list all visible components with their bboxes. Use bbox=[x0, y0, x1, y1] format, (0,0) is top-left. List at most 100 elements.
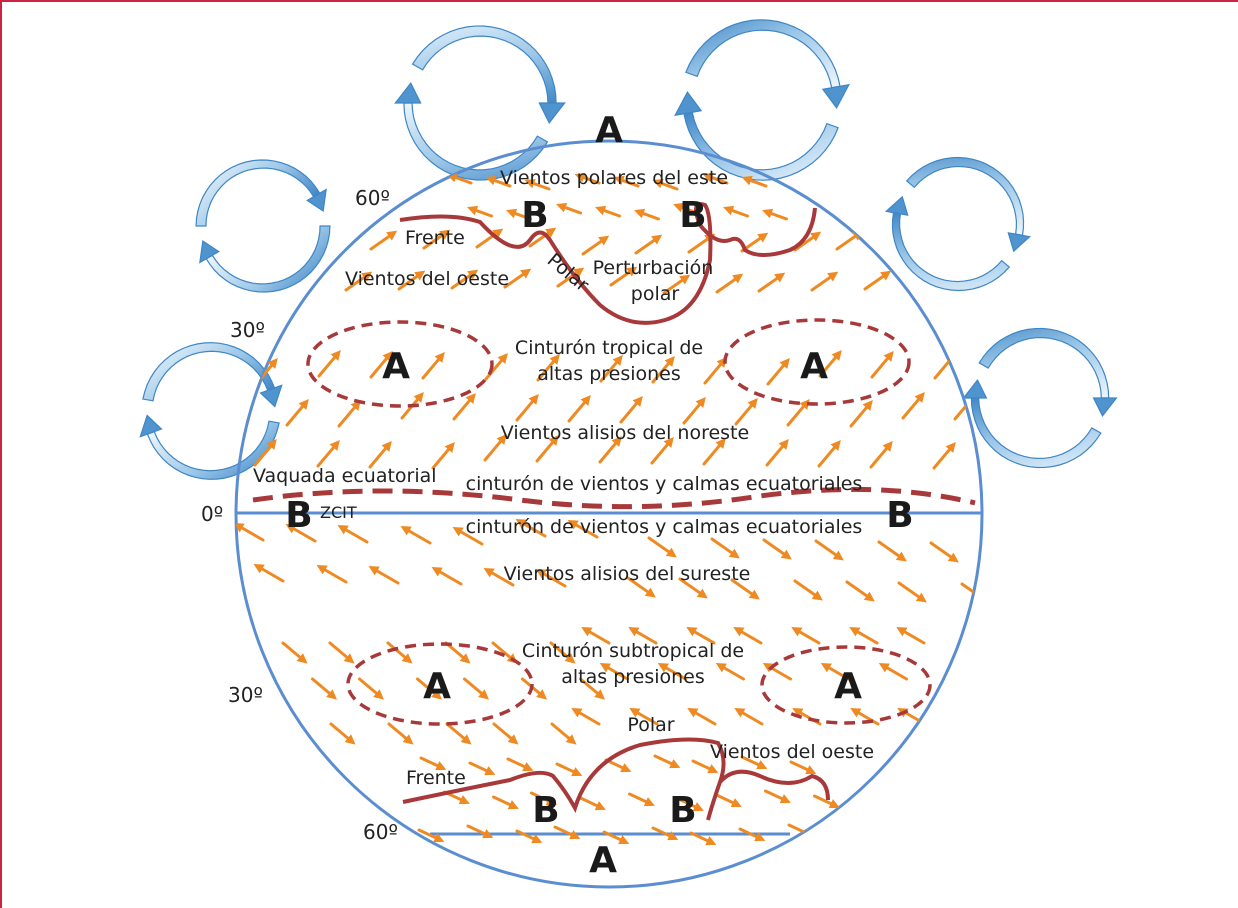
wind-arrow bbox=[852, 628, 879, 645]
wind-arrow bbox=[535, 438, 557, 463]
wind-arrow bbox=[870, 354, 892, 379]
wind-arrow bbox=[456, 528, 484, 546]
wind-arrow bbox=[320, 566, 348, 584]
wind-arrow bbox=[793, 579, 820, 599]
low-pressure-label: B bbox=[886, 495, 913, 536]
wind-arrowhead bbox=[831, 349, 842, 361]
wind-arrowhead bbox=[827, 271, 839, 282]
wind-arrow bbox=[416, 677, 439, 698]
itcz-line bbox=[252, 486, 976, 510]
wind-arrowhead bbox=[791, 627, 803, 637]
wind-arrowhead bbox=[978, 593, 982, 604]
wind-arrowhead bbox=[381, 440, 392, 452]
wind-arrowhead bbox=[611, 435, 622, 447]
wind-arrowhead bbox=[629, 708, 641, 718]
wind-arrowhead bbox=[805, 765, 817, 775]
wind-arrow bbox=[368, 444, 390, 469]
wind-arrow bbox=[316, 443, 338, 468]
wind-arrowhead bbox=[778, 438, 789, 450]
wind-arrow bbox=[237, 524, 265, 542]
wind-arrowhead bbox=[496, 433, 507, 445]
wind-arrowhead bbox=[663, 436, 674, 448]
wind-arrowhead bbox=[452, 527, 464, 537]
wind-arrow bbox=[257, 565, 285, 583]
wind-arrow bbox=[702, 441, 724, 466]
wind-arrowhead bbox=[849, 627, 861, 637]
wind-arrow bbox=[730, 578, 757, 598]
wind-arrowhead bbox=[382, 350, 393, 362]
polar-label-south: Polar bbox=[627, 714, 674, 736]
wind-arrowhead bbox=[483, 568, 495, 578]
wind-arrowhead bbox=[792, 708, 804, 718]
wind-arrowhead bbox=[280, 232, 292, 243]
wind-arrowhead bbox=[482, 829, 494, 839]
wind-arrowhead bbox=[811, 590, 823, 601]
wind-arrowhead bbox=[431, 567, 443, 577]
wind-arrow bbox=[687, 235, 712, 254]
wind-arrowhead bbox=[467, 205, 479, 216]
wind-arrowhead bbox=[915, 592, 927, 603]
wind-arrowhead bbox=[762, 663, 774, 673]
subtropical-belt-label-line1: Cinturón subtropical de bbox=[522, 640, 744, 662]
wind-arrow bbox=[609, 268, 634, 287]
high-pressure-cell-ne bbox=[723, 318, 911, 406]
wind-arrow bbox=[662, 276, 687, 295]
wind-arrow bbox=[734, 401, 756, 426]
wind-arrow bbox=[445, 722, 469, 743]
wind-arrowhead bbox=[567, 520, 579, 530]
wind-arrowhead bbox=[730, 798, 742, 808]
circulation-arrow bbox=[674, 91, 839, 181]
wind-arrowhead bbox=[754, 832, 766, 842]
high-pressure-label: A bbox=[834, 666, 862, 707]
wind-arrow bbox=[736, 628, 763, 645]
wind-arrowhead bbox=[564, 653, 576, 664]
wind-arrowhead bbox=[580, 394, 591, 406]
wind-arrowhead bbox=[571, 767, 583, 777]
wind-arrowhead bbox=[267, 357, 278, 369]
wind-arrowhead bbox=[330, 349, 341, 361]
wind-arrowhead bbox=[673, 202, 685, 213]
wind-arrowhead bbox=[522, 762, 534, 772]
wind-arrowhead bbox=[896, 627, 908, 637]
wind-arrow bbox=[584, 628, 611, 645]
wind-arrowhead bbox=[373, 689, 385, 700]
wind-arrow bbox=[491, 641, 515, 662]
circulation-arrow bbox=[199, 225, 331, 293]
wind-arrowhead bbox=[613, 175, 625, 186]
wind-arrow bbox=[317, 353, 339, 378]
polar-easterlies-label: Vientos polares del este bbox=[500, 167, 728, 189]
equatorial-trough-label: Vaquada ecuatorial bbox=[253, 465, 437, 487]
wind-arrowhead bbox=[880, 270, 892, 281]
wind-arrow bbox=[515, 397, 537, 422]
wind-arrow bbox=[599, 358, 621, 383]
wind-arrowhead bbox=[414, 270, 426, 281]
wind-arrowhead bbox=[878, 663, 890, 673]
wind-arrow bbox=[932, 445, 954, 470]
wind-arrow bbox=[549, 641, 573, 662]
wind-arrow bbox=[358, 677, 381, 698]
wind-arrow bbox=[835, 232, 860, 251]
wind-arrowhead bbox=[594, 689, 606, 700]
wind-arrow bbox=[289, 525, 317, 543]
wind-arrowhead bbox=[507, 800, 519, 810]
wind-arrow bbox=[435, 568, 463, 586]
wind-arrow bbox=[341, 526, 369, 544]
wind-arrow bbox=[253, 442, 275, 467]
wind-arrowhead bbox=[734, 708, 746, 718]
wind-arrowhead bbox=[850, 708, 862, 718]
wind-arrowhead bbox=[549, 353, 560, 365]
wind-arrow bbox=[567, 398, 589, 423]
wind-arrow bbox=[519, 520, 547, 538]
wind-arrow bbox=[762, 538, 789, 558]
wind-arrowhead bbox=[515, 519, 527, 529]
wind-arrow bbox=[285, 402, 307, 427]
wind-arrowhead bbox=[779, 794, 791, 804]
wind-arrowhead bbox=[733, 627, 745, 637]
wind-arrowhead bbox=[298, 398, 309, 410]
wind-arrowhead bbox=[571, 708, 583, 718]
wind-arrow bbox=[281, 641, 305, 662]
westerlies-label-north: Vientos del oeste bbox=[345, 268, 509, 290]
circulation-cells bbox=[139, 19, 1118, 480]
wind-arrow bbox=[765, 442, 787, 467]
